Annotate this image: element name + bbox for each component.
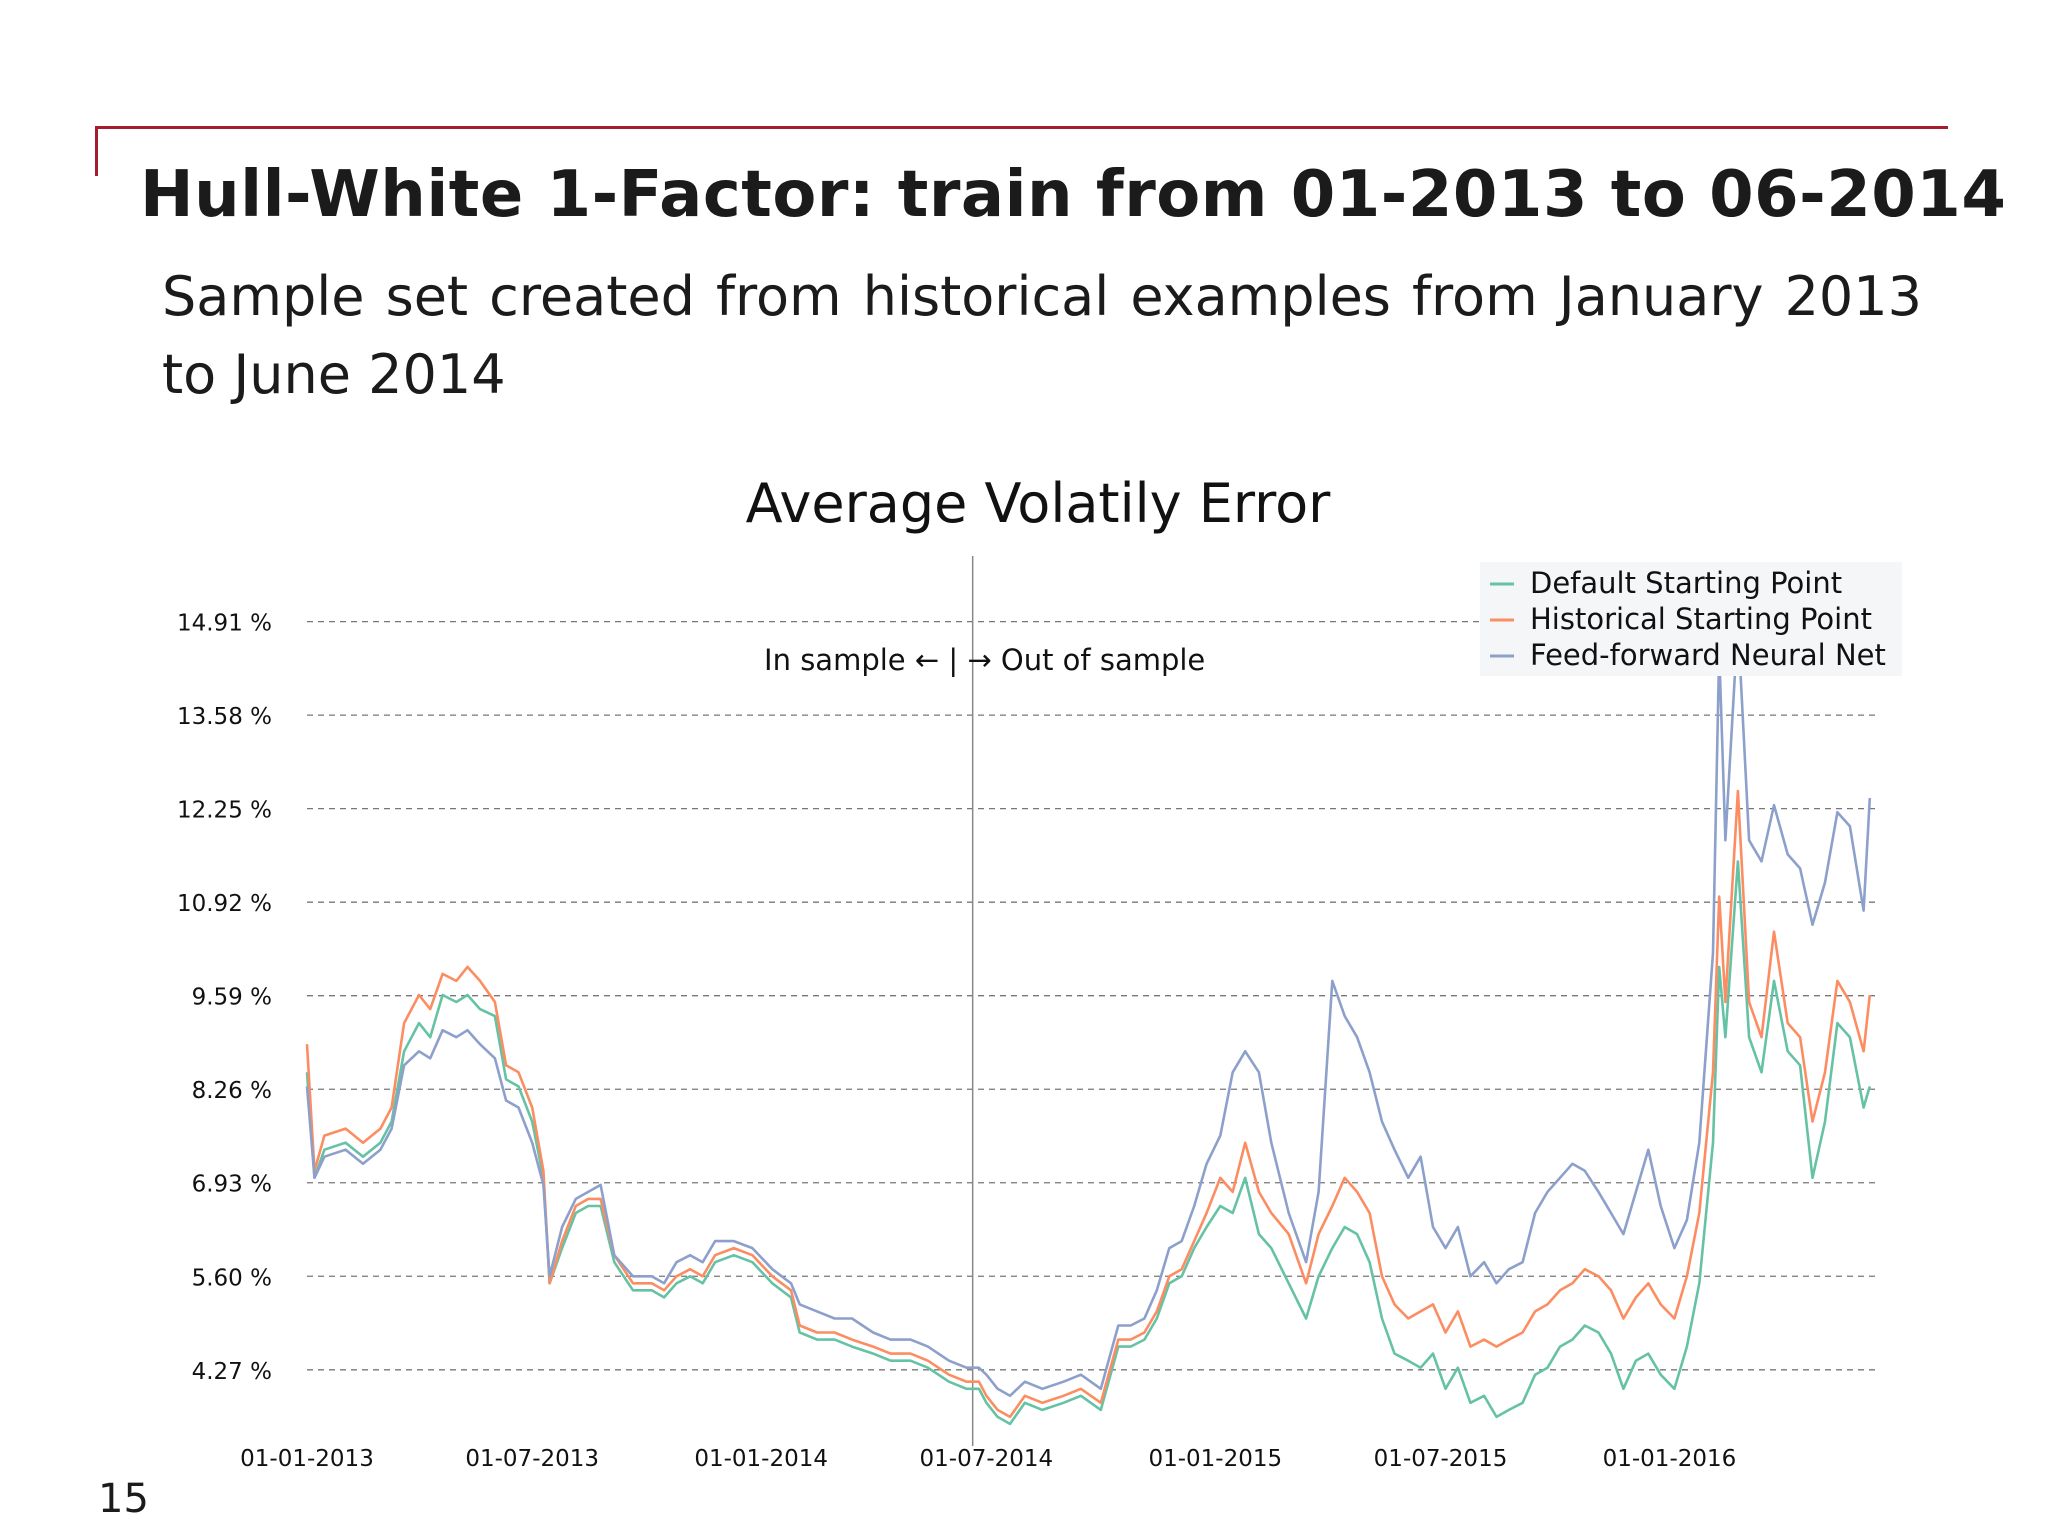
slide-title: Hull-White 1-Factor: train from 01-2013 … xyxy=(140,158,2007,232)
x-tick-label: 01-01-2013 xyxy=(240,1446,374,1472)
x-tick-label: 01-07-2014 xyxy=(920,1446,1054,1472)
y-tick-label: 8.26 % xyxy=(192,1078,272,1104)
x-tick-label: 01-01-2014 xyxy=(694,1446,828,1472)
y-tick-label: 12.25 % xyxy=(177,798,272,824)
x-tick-labels: 01-01-2013 01-07-2013 01-01-2014 01-07-2014… xyxy=(240,1446,1736,1472)
y-tick-label: 6.93 % xyxy=(192,1172,272,1198)
y-tick-labels: 4.27 % 5.60 % 6.93 % 8.26 % 9.59 % 10.92 % 12.… xyxy=(177,611,272,1385)
y-tick-label: 5.60 % xyxy=(192,1265,272,1291)
x-tick-label: 01-07-2013 xyxy=(465,1446,599,1472)
sample-split-annotation: In sample ← | → Out of sample xyxy=(764,643,1205,677)
series-line-3 xyxy=(305,621,1872,1398)
legend-label: Default Starting Point xyxy=(1530,566,1842,600)
legend-label: Feed-forward Neural Net xyxy=(1530,638,1886,672)
page-number: 15 xyxy=(98,1476,149,1522)
y-tick-label: 4.27 % xyxy=(192,1359,272,1385)
legend-label: Historical Starting Point xyxy=(1530,602,1872,636)
series-line-1 xyxy=(305,860,1872,1426)
x-tick-label: 01-01-2015 xyxy=(1148,1446,1282,1472)
y-gridlines xyxy=(307,620,1876,1371)
y-tick-label: 14.91 % xyxy=(177,611,272,637)
y-tick-label: 10.92 % xyxy=(177,891,272,917)
y-tick-label: 13.58 % xyxy=(177,704,272,730)
header-rule xyxy=(95,126,1948,129)
chart-title: Average Volatily Error xyxy=(746,472,1332,535)
slide-body-text: Sample set created from historical examp… xyxy=(162,265,1922,406)
x-tick-label: 01-01-2016 xyxy=(1603,1446,1737,1472)
x-tick-label: 01-07-2015 xyxy=(1374,1446,1508,1472)
series-line-2 xyxy=(305,789,1872,1419)
header-rule-tick xyxy=(95,126,98,176)
legend-box xyxy=(1480,562,1902,676)
series-lines xyxy=(305,621,1872,1426)
y-tick-label: 9.59 % xyxy=(192,985,272,1011)
